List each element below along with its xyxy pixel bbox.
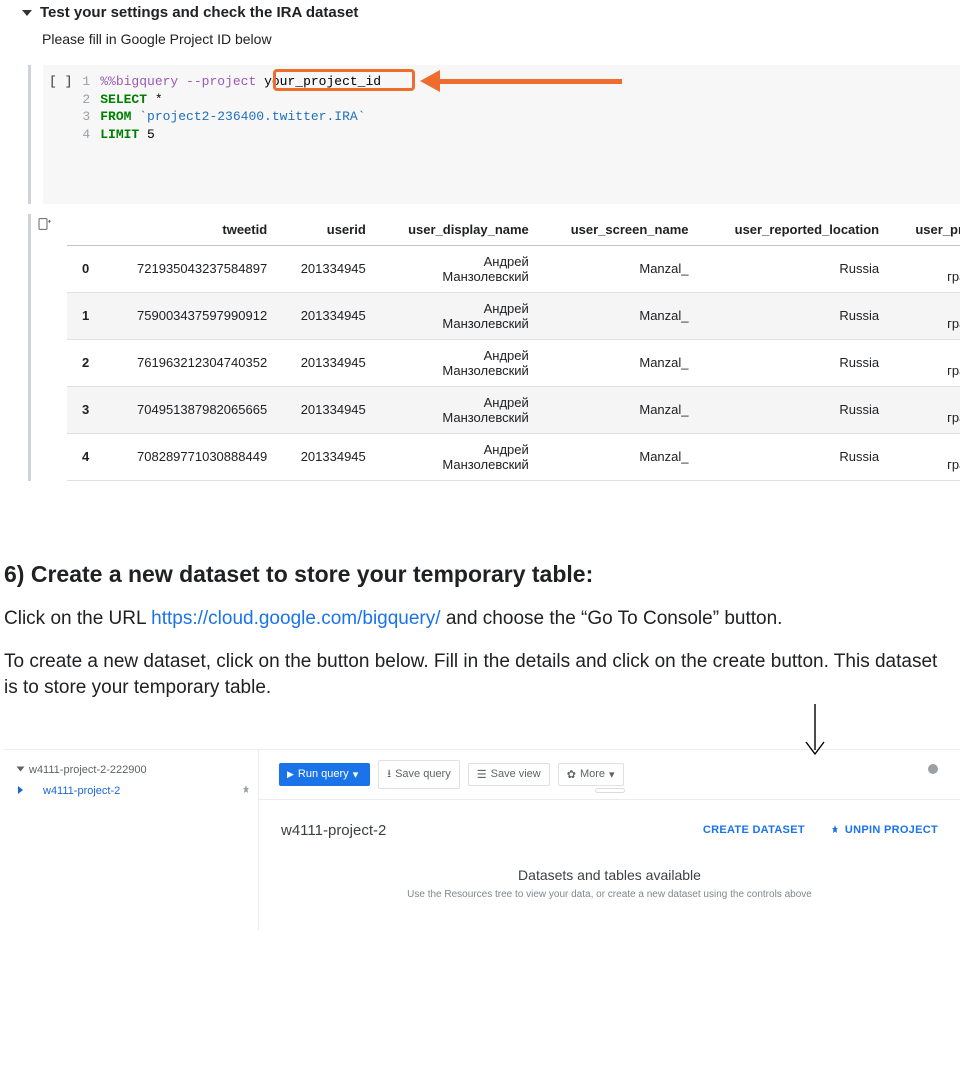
status-dot-icon bbox=[928, 764, 938, 774]
empty-state-subtitle: Use the Resources tree to view your data… bbox=[259, 889, 960, 900]
table-header-row: tweetid userid user_display_name user_sc… bbox=[67, 214, 960, 246]
caret-down-icon bbox=[22, 10, 32, 16]
run-query-button[interactable]: Run query ▾ bbox=[279, 763, 370, 786]
notebook-section-header[interactable]: Test your settings and check the IRA dat… bbox=[4, 0, 960, 31]
cell-output: tweetid userid user_display_name user_sc… bbox=[28, 214, 960, 481]
cell-prompt: [ ] bbox=[49, 73, 82, 196]
section-title: Test your settings and check the IRA dat… bbox=[40, 4, 358, 21]
chevron-down-icon bbox=[17, 766, 25, 771]
output-icon[interactable] bbox=[37, 216, 53, 235]
bigquery-link[interactable]: https://cloud.google.com/bigquery/ bbox=[151, 608, 440, 629]
paragraph: To create a new dataset, click on the bu… bbox=[4, 649, 956, 700]
code-cell[interactable]: [ ] 1 2 3 4 %%bigquery --project your_pr… bbox=[28, 65, 960, 204]
step-heading: 6) Create a new dataset to store your te… bbox=[4, 561, 956, 588]
table-row: 2761963212304740352201334945Андрей Манзо… bbox=[67, 339, 960, 386]
unpin-project-button[interactable]: UNPIN PROJECT bbox=[829, 824, 938, 836]
empty-state-title: Datasets and tables available bbox=[259, 867, 960, 883]
bigquery-console-screenshot: w4111-project-2-222900 w4111-project-2 R… bbox=[4, 749, 960, 930]
table-row: 0721935043237584897201334945Андрей Манзо… bbox=[67, 245, 960, 292]
table-row: 1759003437597990912201334945Андрей Манзо… bbox=[67, 292, 960, 339]
paragraph: Click on the URL https://cloud.google.co… bbox=[4, 606, 956, 632]
bq-sidebar: w4111-project-2-222900 w4111-project-2 bbox=[4, 750, 258, 930]
sidebar-item-parent[interactable]: w4111-project-2-222900 bbox=[18, 760, 252, 780]
pin-icon[interactable] bbox=[240, 784, 252, 799]
line-gutter: 1 2 3 4 bbox=[82, 73, 100, 196]
sidebar-item-child[interactable]: w4111-project-2 bbox=[18, 780, 252, 803]
highlight-box bbox=[273, 69, 415, 91]
annotation-arrow bbox=[420, 71, 660, 91]
bq-main-panel: Run query ▾ ⭳ Save query ☰ Save view ✿ M… bbox=[258, 750, 960, 930]
article-body: 6) Create a new dataset to store your te… bbox=[4, 481, 960, 701]
table-row: 4708289771030888449201334945Андрей Манзо… bbox=[67, 433, 960, 480]
save-query-button[interactable]: ⭳ Save query bbox=[378, 760, 460, 789]
more-button[interactable]: ✿ More ▾ bbox=[558, 763, 624, 786]
resize-grip[interactable] bbox=[595, 788, 625, 793]
section-subtitle: Please fill in Google Project ID below bbox=[4, 31, 960, 47]
save-view-button[interactable]: ☰ Save view bbox=[468, 763, 550, 786]
table-row: 3704951387982065665201334945Андрей Манзо… bbox=[67, 386, 960, 433]
chevron-right-icon bbox=[18, 786, 23, 794]
code-content[interactable]: %%bigquery --project your_project_id SEL… bbox=[100, 73, 381, 196]
output-table: tweetid userid user_display_name user_sc… bbox=[67, 214, 960, 481]
create-dataset-button[interactable]: CREATE DATASET bbox=[687, 824, 805, 836]
hand-drawn-arrow bbox=[800, 702, 830, 765]
project-name: w4111-project-2 bbox=[281, 822, 386, 839]
